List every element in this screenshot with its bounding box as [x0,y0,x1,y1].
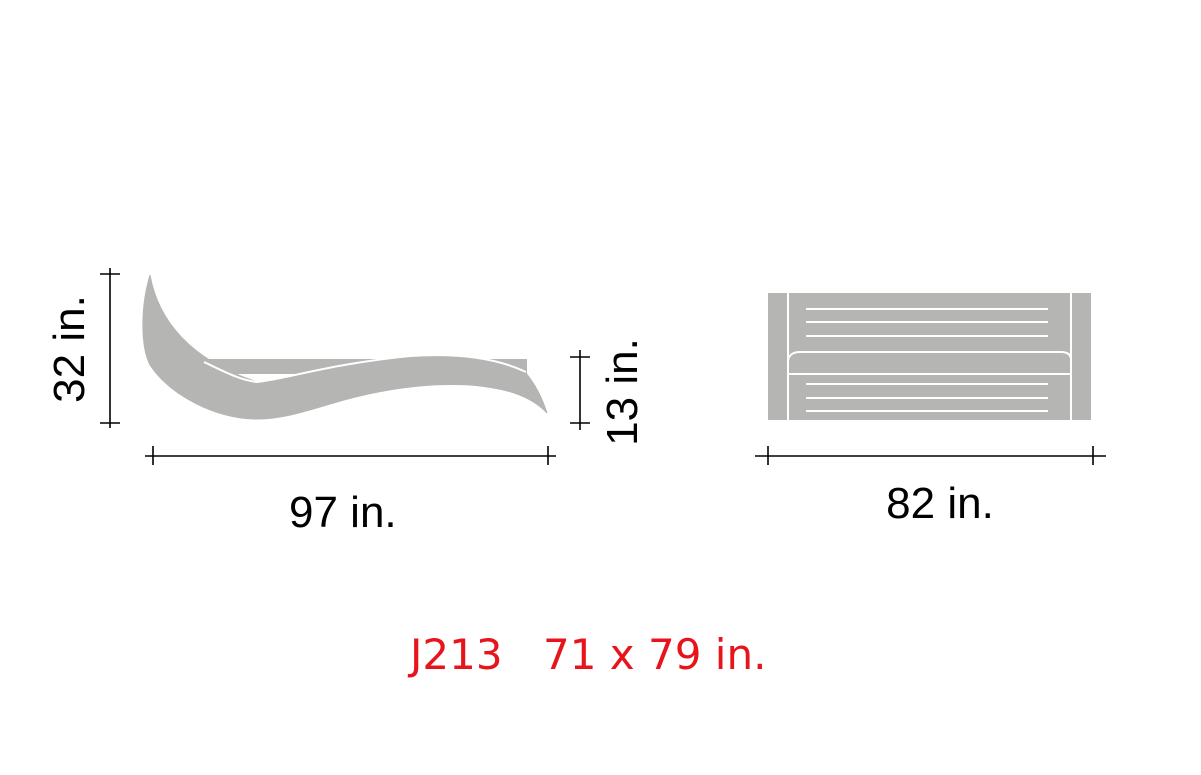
width-dimension [755,446,1106,465]
lounger-highlight-line [203,354,527,384]
height-label: 32 in. [45,295,94,403]
seat-height-dimension [570,350,590,430]
seat-height-label: 13 in. [598,338,647,446]
lounger-slats [806,308,1048,412]
lounger-top-body [768,293,1091,420]
lounger-wave-body [142,274,548,420]
model-code: J213 [407,630,503,679]
side-view: 32 in. 13 in. 97 in. [45,268,647,537]
model-caption: J213 71 x 79 in. [407,630,766,679]
lounger-cushion-fold [787,351,1072,375]
height-dimension [100,268,120,428]
width-label: 82 in. [886,479,994,528]
length-label: 97 in. [289,488,397,537]
model-size: 71 x 79 in. [543,630,766,679]
top-view: 82 in. [755,293,1106,528]
length-dimension [145,446,556,465]
